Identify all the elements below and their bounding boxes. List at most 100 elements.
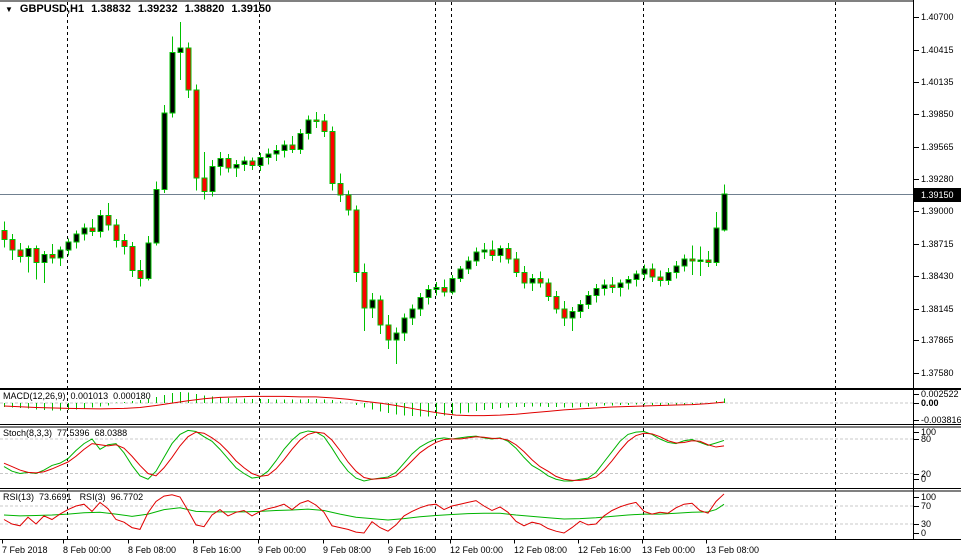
panel-separator[interactable]	[0, 388, 961, 390]
macd-scale-max: 0.002522	[921, 389, 959, 399]
bull-candle	[425, 289, 432, 299]
stochastic-scale-label: 20	[921, 468, 932, 479]
bear-candle	[545, 282, 552, 298]
time-tick-label: 9 Feb 08:00	[323, 545, 372, 555]
bear-candle	[129, 245, 136, 271]
macd-value-signal: 0.000180	[113, 391, 151, 401]
price-tick-label: 1.39000	[921, 206, 954, 216]
bull-candle	[457, 268, 464, 279]
price-tick-label: 1.37580	[921, 368, 954, 378]
time-scale[interactable]: 7 Feb 2018 8 Feb 00:00 8 Feb 08:00 8 Feb 16…	[0, 540, 961, 559]
bull-candle	[97, 215, 104, 233]
bear-candle	[353, 209, 360, 274]
bull-candle	[65, 241, 72, 251]
rsi-scale-label: 70	[921, 501, 932, 511]
stochastic-scale-label: 100	[921, 426, 937, 437]
symbol-name: GBPUSD,H1	[19, 3, 85, 15]
bull-candle	[641, 268, 648, 275]
bull-candle	[465, 260, 472, 270]
stochastic-signal-line	[3, 431, 725, 481]
bull-candle	[401, 317, 408, 334]
price-tick-label: 1.39280	[921, 174, 954, 184]
bull-candle	[617, 282, 624, 288]
price-tick-label: 1.40415	[921, 45, 954, 55]
stochastic-indicator-label: Stoch(8,3,3) 77.5396 68.0388	[3, 428, 127, 438]
symbol-dropdown-icon[interactable]: ▼	[5, 4, 13, 14]
bull-candle	[305, 119, 312, 135]
bear-candle	[17, 249, 24, 258]
bull-candle	[393, 332, 400, 341]
bull-candle	[57, 249, 64, 259]
bull-candle	[169, 52, 176, 114]
bear-candle	[1, 229, 8, 241]
bull-candle	[81, 227, 88, 235]
bull-candle	[217, 158, 224, 168]
bull-candle	[529, 277, 536, 284]
time-tick-label: 8 Feb 00:00	[63, 545, 112, 555]
price-tick-label: 1.38715	[921, 239, 954, 249]
bull-candle	[369, 299, 376, 309]
bear-candle	[193, 89, 200, 179]
bear-candle	[49, 253, 56, 259]
bull-candle	[161, 112, 168, 190]
bull-candle	[697, 259, 704, 263]
macd-scale-min: -0.003816	[921, 415, 961, 425]
bull-candle	[625, 278, 632, 284]
bear-candle	[377, 299, 384, 326]
stochastic-value-main: 77.5396	[57, 428, 90, 438]
time-tick-label: 13 Feb 08:00	[706, 545, 760, 555]
time-tick-label: 12 Feb 00:00	[450, 545, 504, 555]
bull-candle	[577, 304, 584, 312]
bull-candle	[721, 193, 728, 231]
stochastic-scale-label: 0	[921, 474, 927, 484]
stochastic-main-line	[3, 429, 725, 482]
bull-candle	[281, 144, 288, 152]
bear-candle	[689, 258, 696, 262]
rsi-fast-value: 96.7702	[110, 492, 144, 502]
rsi-fast-name: RSI(3)	[79, 492, 106, 502]
price-tick-label: 1.40700	[921, 12, 954, 22]
stochastic-scale-label: 80	[921, 434, 932, 444]
bull-candle	[73, 233, 80, 243]
time-tick-label: 9 Feb 00:00	[258, 545, 307, 555]
time-tick-label: 13 Feb 00:00	[642, 545, 696, 555]
bull-candle	[601, 284, 608, 290]
macd-scale-zero: 0.00	[921, 398, 939, 409]
time-tick-label: 8 Feb 08:00	[128, 545, 177, 555]
bull-candle	[473, 251, 480, 262]
macd-indicator-label: MACD(12,26,9) 0.001013 0.000180	[3, 391, 151, 401]
quote-close: 1.39150	[231, 3, 272, 15]
bull-candle	[569, 310, 576, 319]
bull-candle	[41, 253, 48, 263]
quote-high: 1.39232	[137, 3, 178, 15]
bear-candle	[329, 130, 336, 185]
bull-candle	[241, 160, 248, 165]
bear-candle	[201, 177, 208, 193]
time-tick-label: 8 Feb 16:00	[193, 545, 242, 555]
price-tick-label: 1.40135	[921, 77, 954, 87]
bear-candle	[289, 144, 296, 151]
bull-candle	[273, 150, 280, 155]
bull-candle	[665, 272, 672, 282]
bear-candle	[537, 277, 544, 284]
macd-name: MACD(12,26,9)	[3, 391, 66, 401]
quote-low: 1.38820	[184, 3, 225, 15]
macd-value-main: 0.001013	[70, 391, 109, 401]
bull-candle	[681, 258, 688, 267]
bear-candle	[649, 268, 656, 278]
quote-open: 1.38832	[91, 3, 131, 15]
bear-candle	[321, 120, 328, 132]
price-tick-label: 1.39565	[921, 142, 954, 152]
bear-candle	[249, 160, 256, 166]
bear-candle	[553, 296, 560, 310]
symbol-ohlc-label: ▼ GBPUSD,H1 1.38832 1.39232 1.38820 1.39…	[5, 3, 271, 15]
bear-candle	[489, 249, 496, 257]
bear-candle	[385, 324, 392, 341]
bear-candle	[137, 269, 144, 279]
bear-candle	[657, 276, 664, 282]
bear-candle	[225, 158, 232, 169]
macd-signal-line	[3, 395, 725, 417]
bull-candle	[713, 227, 720, 263]
